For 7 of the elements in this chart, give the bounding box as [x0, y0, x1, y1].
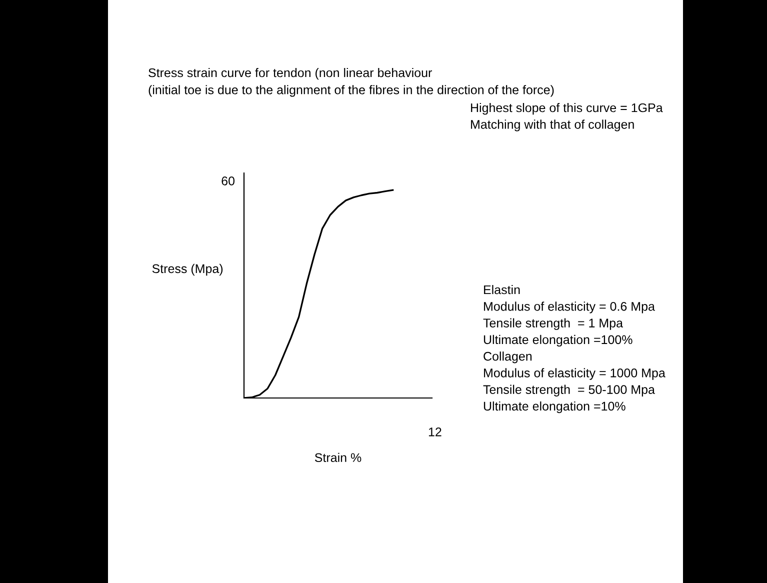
text: Highest slope of this curve = 1GPa Matching with that of collagen — [471, 103, 663, 132]
text: Elastin Modulus of elasticity = 0.6 Mpa Tensile strength = 1 Mpa Ultimate elongation =100% Collagen Modulus of elasticity = 1000 Mpa Tensile strength = 50-100 Mpa Ultimate elongation =10% — [483, 285, 666, 414]
y-axis-title: Stress (Mpa) — [152, 264, 223, 276]
text: 12 — [428, 428, 442, 436]
chart-title: Stress strain curve for tendon (non linear behaviour (initial toe is due to the alignment of the fibres in the direction of the force) — [148, 68, 554, 97]
x-axis-title: Strain % — [314, 452, 362, 462]
text: 60 — [222, 176, 235, 186]
